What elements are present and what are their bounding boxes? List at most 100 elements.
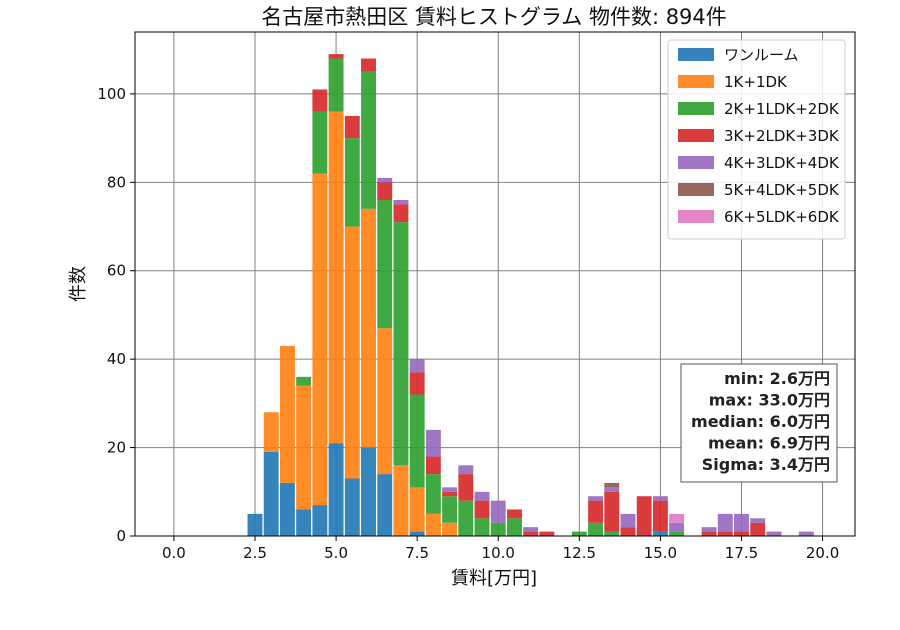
histogram-bar	[442, 522, 458, 536]
histogram-bar	[604, 491, 620, 532]
legend-swatch	[678, 75, 714, 88]
histogram-bar	[344, 226, 360, 479]
histogram-bar	[734, 531, 749, 536]
histogram-bar	[279, 482, 295, 536]
histogram-bar	[328, 54, 344, 59]
histogram-bar	[620, 527, 636, 536]
histogram-bar	[377, 182, 393, 200]
histogram-bar	[312, 111, 328, 174]
legend-label: ワンルーム	[724, 46, 799, 64]
histogram-bar	[474, 518, 490, 536]
histogram-bar	[328, 58, 344, 112]
histogram-bar	[669, 531, 685, 536]
histogram-bar	[296, 509, 312, 536]
histogram-bar	[669, 522, 685, 532]
histogram-bar	[361, 447, 376, 536]
legend: ワンルーム 1K+1DK 2K+1LDK+2DK 3K+2LDK+3DK 4K+3LDK…	[667, 39, 846, 240]
histogram-bar	[652, 496, 668, 501]
histogram-bar	[442, 491, 458, 497]
histogram-bar	[393, 465, 409, 536]
histogram-bar	[377, 474, 393, 536]
histogram-bar	[377, 177, 393, 183]
histogram-bar	[507, 509, 522, 519]
histogram-bar	[490, 522, 506, 536]
histogram-bar	[442, 496, 458, 523]
histogram-bar	[620, 513, 636, 528]
histogram-bar	[717, 513, 733, 532]
histogram-bar	[669, 513, 685, 523]
histogram-bar	[507, 518, 522, 536]
y-axis-ticks: 0 20 40 60 80 100	[97, 85, 135, 545]
histogram-bar	[279, 345, 295, 483]
histogram-bar	[766, 531, 782, 536]
histogram-bar	[442, 487, 458, 492]
legend-swatch	[678, 129, 714, 142]
histogram-bar	[409, 372, 425, 395]
histogram-bar	[328, 443, 344, 536]
histogram-bar	[652, 500, 668, 532]
histogram-bar	[604, 482, 620, 488]
histogram-bar	[539, 531, 555, 536]
histogram-bar	[588, 500, 603, 523]
histogram-bar	[409, 359, 425, 373]
x-axis-label: 賃料[万円]	[451, 568, 537, 589]
legend-swatch	[678, 183, 714, 196]
x-tick-label: 2.5	[243, 544, 267, 562]
y-tick-label: 100	[97, 85, 126, 103]
histogram-bar	[523, 531, 539, 536]
histogram-bar	[750, 518, 766, 523]
y-axis-label: 件数	[68, 266, 89, 302]
histogram-bar	[393, 222, 409, 466]
legend-label: 3K+2LDK+3DK	[724, 127, 840, 145]
legend-swatch	[678, 48, 714, 61]
x-tick-label: 5.0	[324, 544, 348, 562]
stats-frame	[680, 363, 838, 483]
x-tick-label: 17.5	[725, 544, 758, 562]
stats-line: max: 33.0万円	[709, 391, 830, 410]
histogram-bar	[263, 412, 279, 452]
y-tick-label: 40	[107, 350, 126, 368]
x-tick-label: 7.5	[405, 544, 429, 562]
histogram-bar	[296, 376, 312, 386]
histogram-bar	[361, 58, 376, 72]
histogram-bar	[377, 328, 393, 475]
histogram-bar	[458, 474, 474, 501]
histogram-bar	[312, 505, 328, 536]
chart-title: 名古屋市熱田区 賃料ヒストグラム 物件数: 894件	[261, 5, 727, 29]
stats-line: mean: 6.9万円	[708, 434, 830, 453]
histogram-bar	[344, 116, 360, 139]
legend-label: 5K+4LDK+5DK	[724, 181, 840, 199]
legend-swatch	[678, 156, 714, 169]
histogram-bar	[588, 522, 603, 536]
histogram-bar	[312, 173, 328, 506]
histogram-bar	[701, 527, 717, 532]
histogram-bar	[474, 491, 490, 501]
histogram-bar	[717, 531, 733, 536]
histogram-bar	[474, 500, 490, 519]
histogram-bar	[750, 522, 766, 536]
histogram-bar	[361, 208, 376, 448]
histogram-bar	[393, 200, 409, 205]
x-tick-label: 0.0	[162, 544, 186, 562]
histogram-bar	[377, 200, 393, 329]
histogram-bar	[734, 513, 749, 532]
x-tick-label: 12.5	[563, 544, 596, 562]
histogram-bar	[701, 531, 717, 536]
histogram-bar	[571, 531, 587, 536]
histogram-bar	[247, 513, 263, 536]
legend-label: 1K+1DK	[724, 73, 788, 91]
y-tick-label: 80	[107, 173, 126, 191]
histogram-bar	[425, 456, 441, 475]
stats-line: Sigma: 3.4万円	[702, 455, 830, 474]
x-axis-ticks: 0.0 2.5 5.0 7.5 10.0 12.5 15.0 17.5 20.0	[162, 536, 839, 562]
legend-label: 4K+3LDK+4DK	[724, 154, 840, 172]
legend-swatch	[678, 102, 714, 115]
legend-label: 6K+5LDK+6DK	[724, 208, 840, 226]
y-tick-label: 20	[107, 439, 126, 457]
x-tick-label: 15.0	[644, 544, 677, 562]
histogram-bar	[458, 500, 474, 536]
histogram-bar	[425, 429, 441, 457]
histogram-bar	[312, 89, 328, 112]
y-tick-label: 0	[116, 527, 126, 545]
